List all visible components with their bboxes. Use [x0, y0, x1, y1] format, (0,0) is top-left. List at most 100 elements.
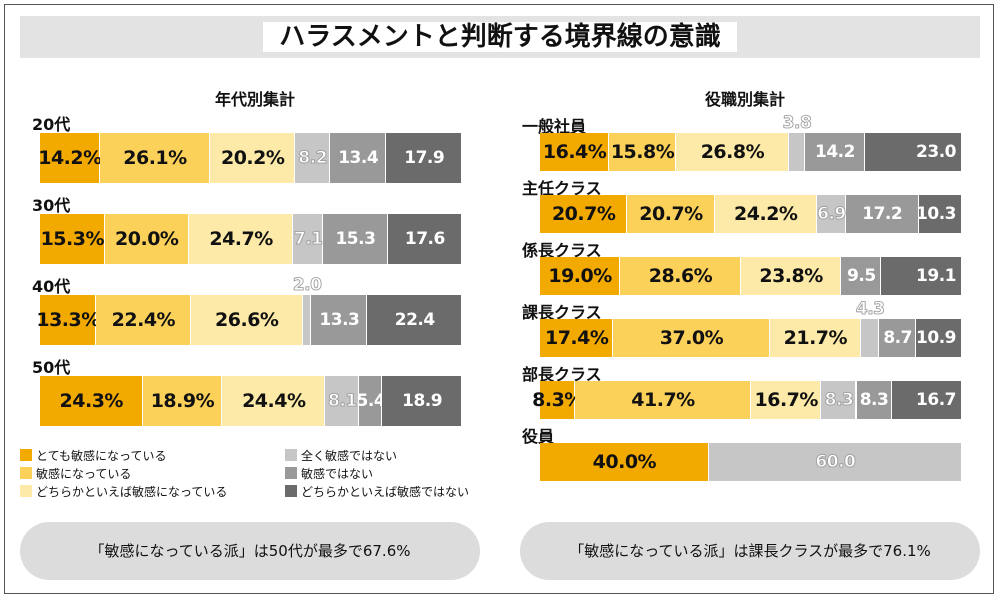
category-label: 40代	[32, 277, 71, 296]
bar-segment-very-sensitive	[40, 214, 105, 264]
bar-segment-not-sensitive	[845, 195, 919, 233]
bar-segment-not-sensitive	[879, 319, 916, 357]
bar-segment-not-at-all	[302, 295, 312, 345]
legend-swatch	[285, 485, 297, 497]
data-label: 8.1	[328, 391, 358, 412]
category-label: 一般社員	[522, 117, 587, 136]
legend-item: どちらかといえば敏感になっている	[20, 483, 227, 500]
data-label: 7.1	[293, 229, 323, 250]
bar-segment-sensitive	[104, 214, 189, 264]
category-label: 20代	[32, 115, 71, 134]
data-label: 14.2	[814, 142, 855, 162]
category-label: 50代	[32, 358, 71, 377]
data-label: 8.3	[859, 390, 889, 410]
data-label: 24.2%	[734, 203, 798, 225]
legend-item: どちらかといえば敏感ではない	[285, 483, 469, 500]
data-label: 8.7	[883, 328, 912, 348]
data-label: 15.3	[335, 229, 376, 249]
bar-segment-not-at-all	[788, 133, 805, 171]
bar-segment-not-at-all	[295, 133, 330, 183]
data-label: 13.4	[338, 148, 379, 168]
bar-segment-somewhat-not	[387, 214, 462, 264]
legend-label: とても敏感になっている	[36, 449, 167, 463]
data-label: 60.0	[815, 452, 856, 473]
bar-segment-not-at-all	[861, 319, 880, 357]
bar-segment-somewhat-sensitive	[714, 195, 817, 233]
data-label: 19.1	[916, 266, 956, 286]
category-label: 30代	[32, 196, 71, 215]
data-label: 24.4%	[242, 390, 306, 412]
age-summary: 「敏感になっている派」は50代が最多で67.6%	[20, 522, 480, 580]
bar-segment-not-sensitive	[329, 133, 387, 183]
legend-item: 敏感ではない	[285, 465, 373, 482]
legend-label: どちらかといえば敏感ではない	[301, 485, 470, 499]
data-label: 20.0%	[115, 228, 179, 250]
bar-segment-very-sensitive	[40, 295, 97, 345]
legend-item: 全く敏感ではない	[285, 447, 397, 464]
data-label: 17.4%	[544, 327, 609, 349]
legend-swatch	[285, 467, 297, 479]
chart-title: ハラスメントと判断する境界線の意識	[0, 16, 1000, 58]
bar-segment-not-sensitive	[805, 133, 865, 171]
data-label: 9.5	[847, 266, 876, 286]
bar-segment-somewhat-not	[891, 381, 962, 419]
data-label: 13.3	[319, 310, 360, 330]
data-label: 8.2	[298, 148, 328, 169]
bar-segment-somewhat-not	[916, 319, 962, 357]
legend-swatch	[20, 467, 32, 479]
data-label: 20.7%	[639, 203, 703, 225]
bar-segment-somewhat-not	[382, 376, 462, 426]
bar-segment-somewhat-sensitive	[210, 133, 296, 183]
bar-segment-very-sensitive	[540, 443, 709, 481]
bar-segment-somewhat-not	[918, 195, 962, 233]
bar-segment-sensitive	[620, 257, 741, 295]
category-label: 部長クラス	[522, 365, 602, 384]
data-label: 17.2	[862, 204, 903, 224]
category-label: 主任クラス	[522, 179, 602, 198]
data-label: 3.8	[782, 113, 812, 134]
data-label: 14.2%	[38, 147, 102, 169]
data-label: 40.0%	[592, 451, 657, 473]
bar-segment-not-sensitive	[323, 214, 388, 264]
bar-segment-sensitive	[609, 133, 676, 171]
position-summary: 「敏感になっている派」は課長クラスが最多で76.1%	[520, 522, 980, 580]
legend-label: どちらかといえば敏感になっている	[36, 485, 228, 499]
bar-segment-somewhat-not	[881, 257, 962, 295]
bar-segment-somewhat-sensitive	[740, 257, 842, 295]
data-label: 26.1%	[123, 147, 187, 169]
chart-frame	[4, 4, 994, 594]
data-label: 20.2%	[220, 147, 285, 169]
legend-label: 全く敏感ではない	[301, 449, 398, 463]
bar-segment-not-sensitive	[359, 376, 383, 426]
bar-segment-not-at-all	[821, 381, 857, 419]
data-label: 26.8%	[700, 141, 765, 163]
data-label: 24.7%	[209, 228, 273, 250]
bar-segment-somewhat-sensitive	[675, 133, 789, 171]
bar-segment-sensitive	[627, 195, 715, 233]
bar-segment-not-at-all	[816, 195, 846, 233]
legend-swatch	[285, 449, 297, 461]
bar-segment-sensitive	[575, 381, 751, 419]
bar-segment-very-sensitive	[540, 195, 628, 233]
bar-segment-somewhat-sensitive	[769, 319, 862, 357]
category-label: 課長クラス	[522, 303, 602, 322]
data-label: 8.3%	[532, 389, 583, 411]
bar-segment-somewhat-sensitive	[751, 381, 822, 419]
bar-segment-not-sensitive	[856, 381, 892, 419]
bar-segment-sensitive	[142, 376, 223, 426]
legend-swatch	[20, 449, 32, 461]
data-label: 17.6	[404, 229, 445, 249]
data-label: 37.0%	[659, 327, 724, 349]
legend-item: とても敏感になっている	[20, 447, 166, 464]
data-label: 18.9%	[150, 390, 215, 412]
bar-segment-very-sensitive	[40, 133, 100, 183]
data-label: 16.7%	[754, 389, 819, 411]
bar-segment-not-at-all	[708, 443, 962, 481]
data-label: 21.7%	[783, 327, 848, 349]
data-label: 24.3%	[59, 390, 124, 412]
data-label: 28.6%	[648, 265, 713, 287]
data-label: 10.9	[916, 328, 956, 348]
category-label: 役員	[522, 427, 555, 446]
category-label: 係長クラス	[522, 241, 602, 260]
data-label: 22.4	[394, 310, 435, 330]
